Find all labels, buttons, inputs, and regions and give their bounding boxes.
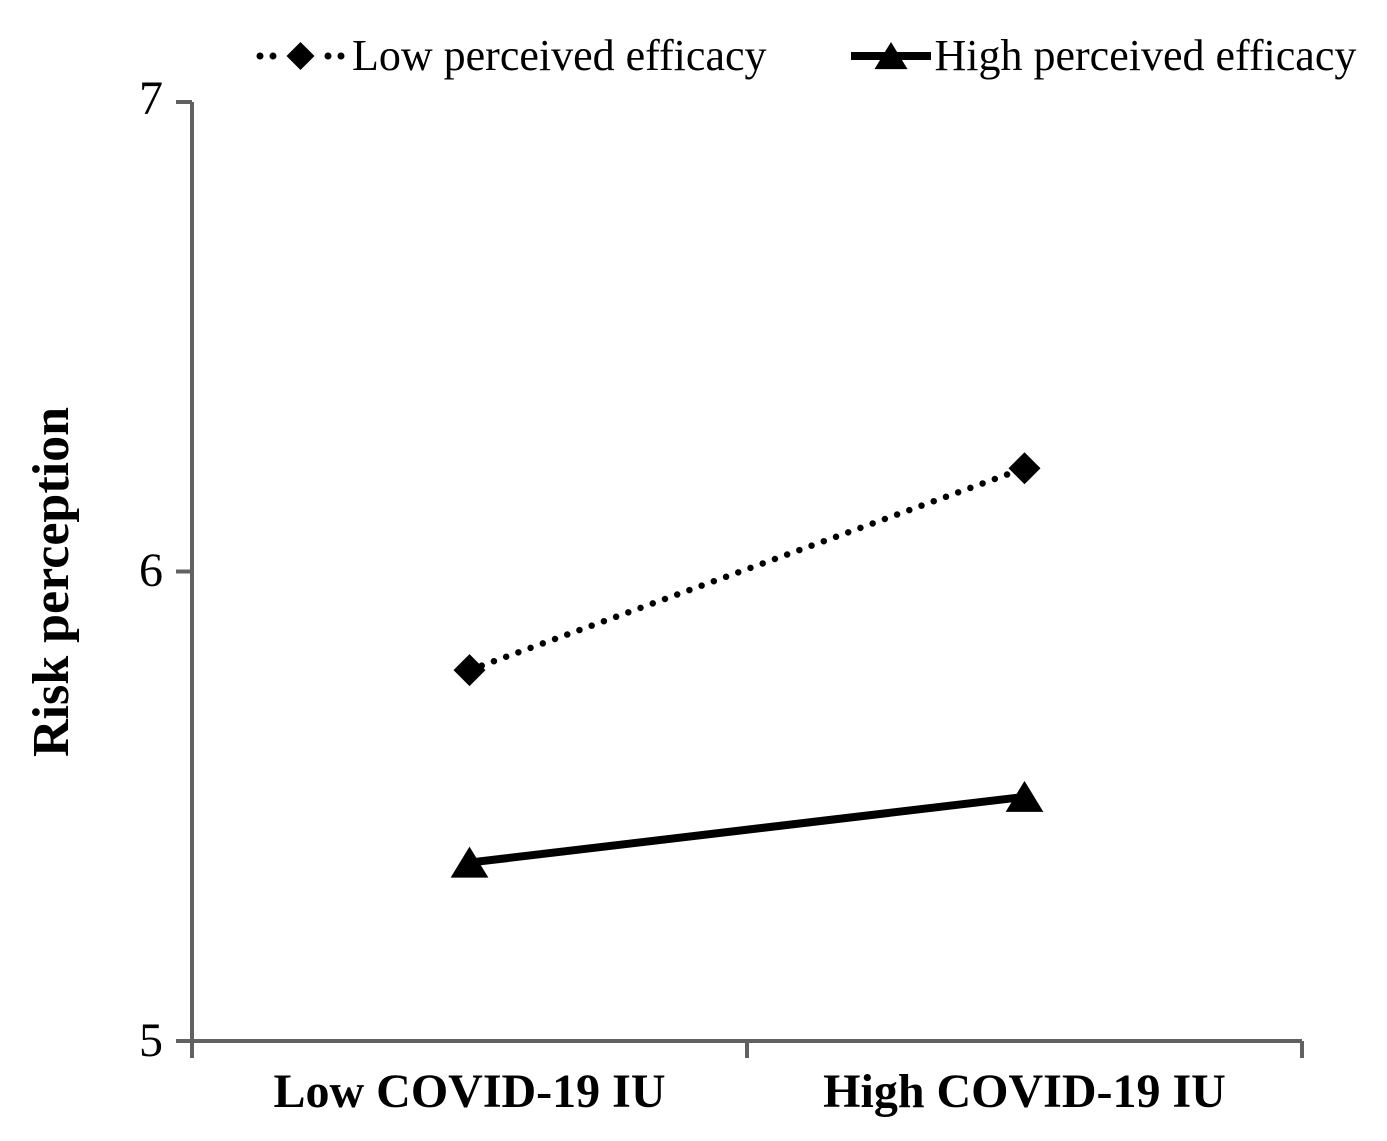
series-line-1 bbox=[469, 792, 1025, 867]
y-axis-title: Risk perception bbox=[23, 406, 80, 758]
marker-triangle-s1-p1 bbox=[1005, 780, 1044, 812]
marker-diamond-s0-p1 bbox=[1008, 452, 1041, 485]
legend-item-high-efficacy: High perceived efficacy bbox=[850, 31, 1357, 80]
marker-triangle-s1-p0 bbox=[450, 846, 489, 878]
y-tick-label-5: 5 bbox=[139, 1014, 163, 1067]
series-line-0 bbox=[466, 464, 1028, 674]
legend-marker-triangle bbox=[873, 42, 908, 70]
x-category-label-high: High COVID-19 IU bbox=[823, 1065, 1226, 1118]
y-tick-label-6: 6 bbox=[139, 544, 163, 597]
legend-dot bbox=[269, 52, 277, 60]
legend-sample-dotted-diamond-icon bbox=[256, 42, 345, 70]
legend-marker-diamond bbox=[286, 42, 315, 70]
legend-item-low-efficacy: Low perceived efficacy bbox=[253, 34, 767, 78]
legend-label: High perceived efficacy bbox=[934, 31, 1357, 80]
marker-diamond-s0-p0 bbox=[453, 654, 486, 687]
legend: Low perceived efficacy High perceived ef… bbox=[253, 34, 1356, 78]
legend-dot bbox=[337, 52, 345, 60]
legend-label: Low perceived efficacy bbox=[352, 31, 767, 80]
legend-dot bbox=[256, 52, 264, 60]
x-category-label-low: Low COVID-19 IU bbox=[273, 1065, 666, 1118]
y-tick-label-7: 7 bbox=[139, 72, 163, 125]
legend-dot bbox=[324, 52, 332, 60]
legend-sample-solid-triangle-icon bbox=[850, 42, 931, 70]
